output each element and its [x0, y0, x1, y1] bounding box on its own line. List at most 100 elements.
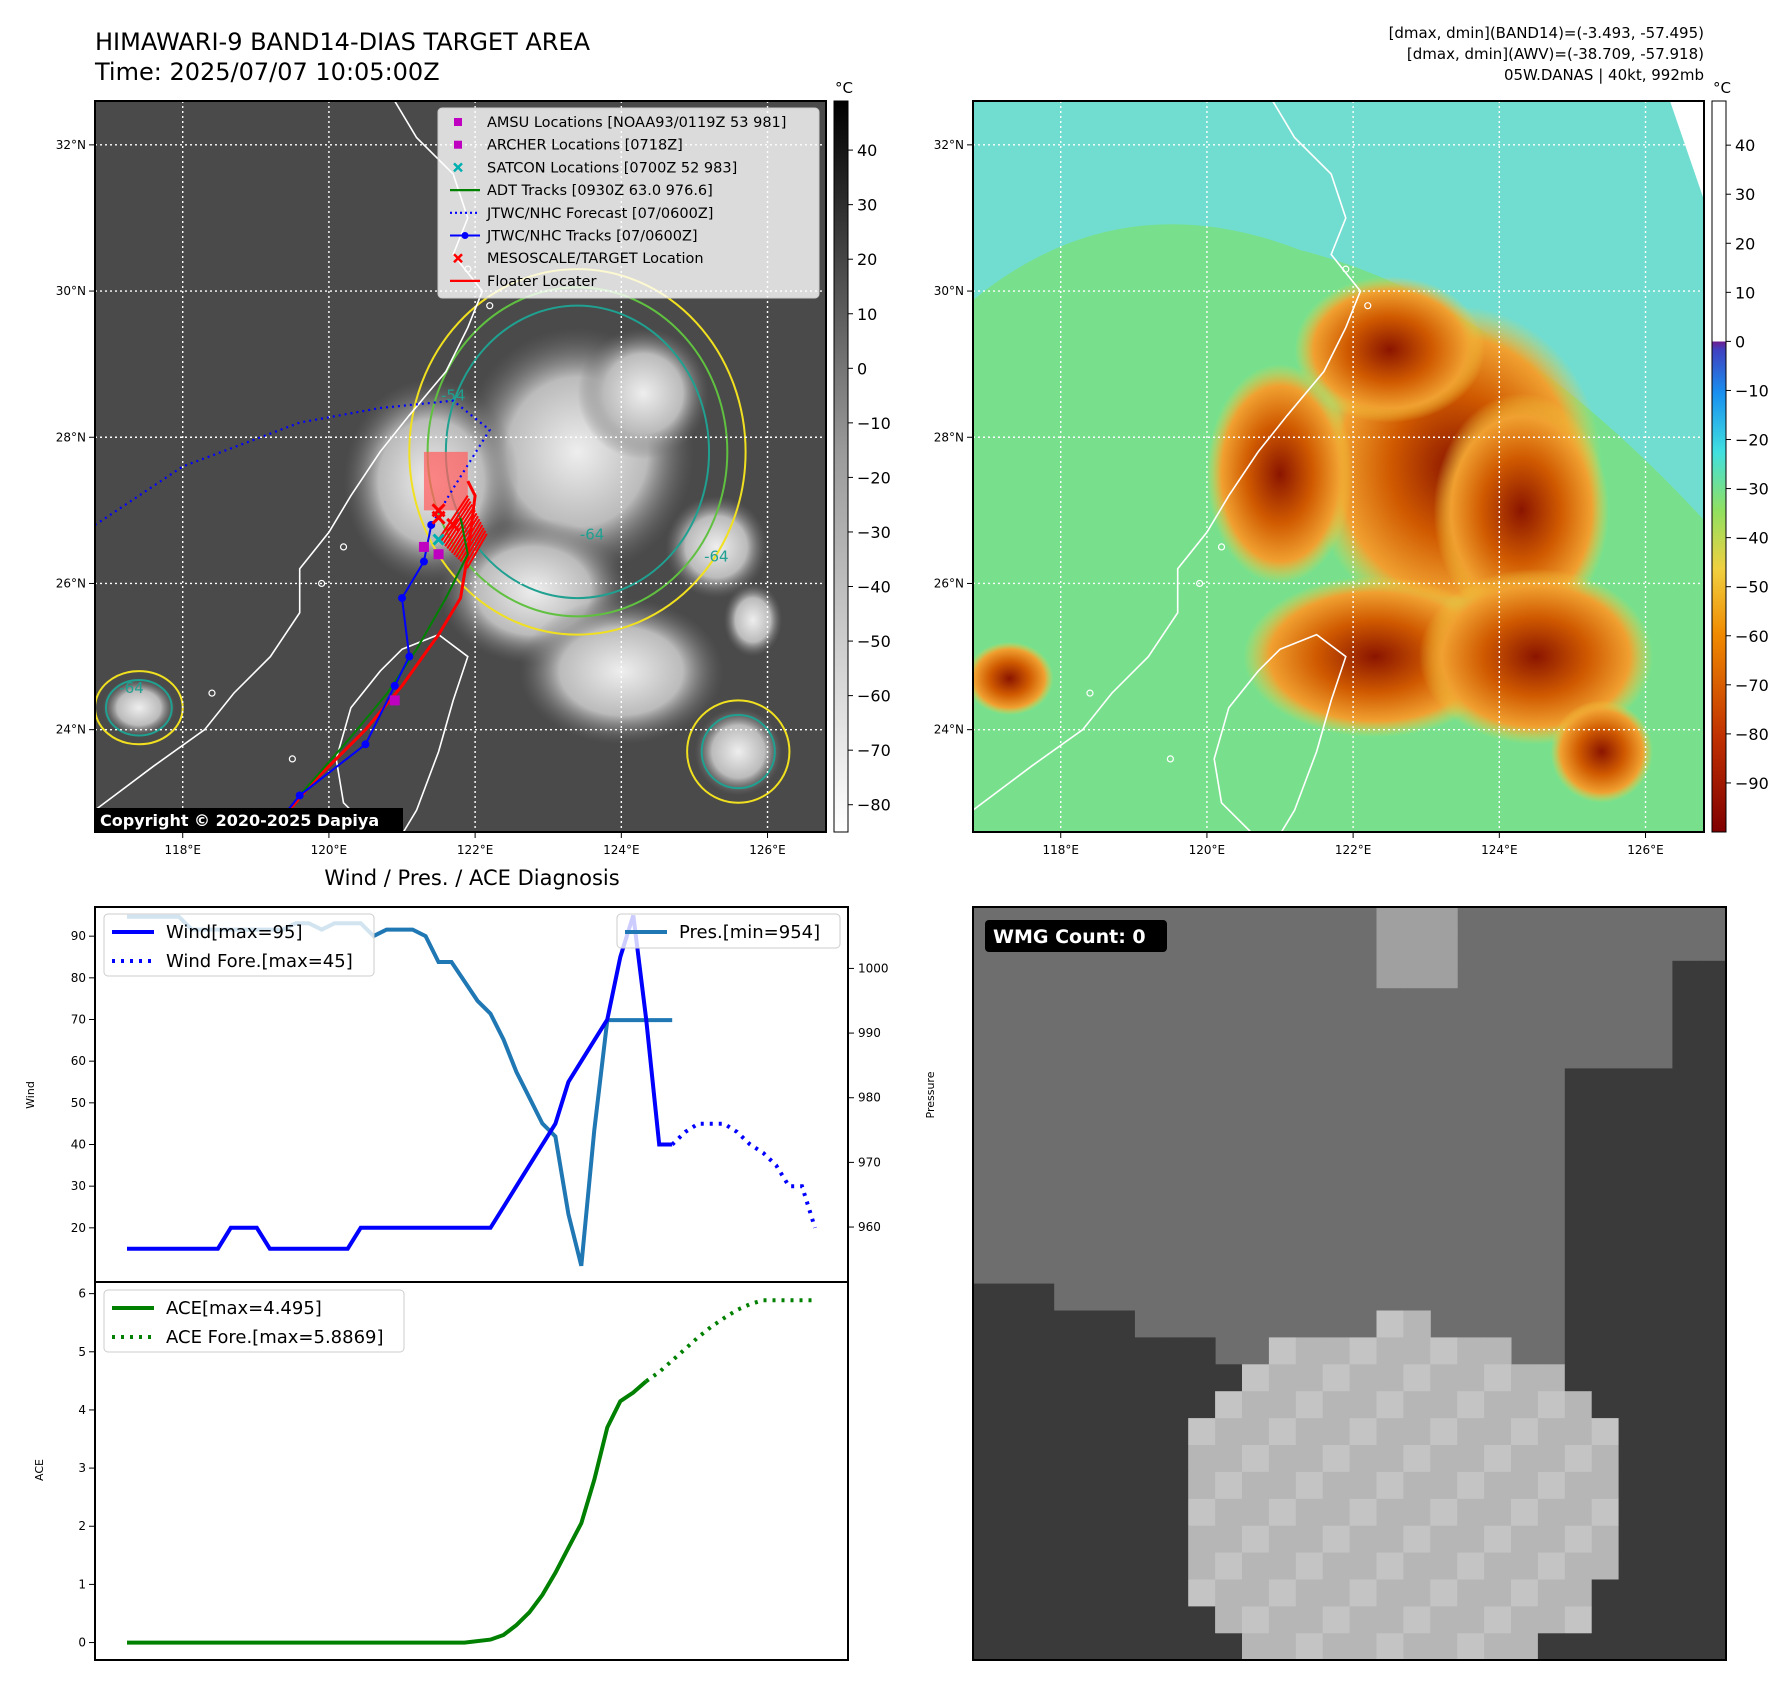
- wmg-pixel: [1511, 1418, 1539, 1446]
- wmg-pixel: [1699, 1041, 1726, 1069]
- wmg-pixel: [973, 1579, 1001, 1607]
- wmg-pixel: [1537, 1552, 1566, 1580]
- wmg-pixel: [1403, 1525, 1431, 1554]
- wmg-pixel: [1618, 1418, 1646, 1446]
- wmg-panel: WMG Count: 0: [972, 906, 1727, 1661]
- wmg-pixel: [1511, 1445, 1539, 1473]
- wmg-pixel: [1699, 1256, 1726, 1285]
- wmg-pixel: [1484, 1552, 1512, 1580]
- wv-lat-label: 30°N: [934, 284, 964, 298]
- wmg-pixel: [1699, 1095, 1726, 1123]
- wmg-pixel: [1295, 1579, 1324, 1607]
- wmg-pixel: [1457, 1418, 1485, 1446]
- floater-hatch: [455, 518, 481, 558]
- wmg-pixel: [1564, 1633, 1593, 1660]
- wmg-pixel: [1242, 1418, 1270, 1446]
- wmg-pixel: [1672, 1552, 1700, 1580]
- wv-axis-ticks: 118°E 120°E 122°E 124°E 126°E 32°N 30°N 28°N 26°…: [934, 138, 1664, 857]
- wmg-pixel: [1026, 1606, 1055, 1634]
- wind-tick-label: 30: [71, 1179, 86, 1193]
- wmg-pixel: [1268, 1633, 1297, 1660]
- wmg-badge: [985, 920, 1167, 952]
- wmg-pixel: [1645, 1606, 1673, 1634]
- wv-moisture-blob: [1206, 364, 1354, 584]
- wmg-pixel: [1430, 1337, 1458, 1365]
- wmg-pixel: [1591, 1579, 1620, 1607]
- wmg-pixel: [973, 1633, 1001, 1660]
- wmg-pixel: [1618, 1552, 1646, 1580]
- wmg-pixel: [1672, 1041, 1700, 1069]
- wmg-pixel: [1268, 1579, 1297, 1607]
- wv-coastline: [973, 101, 1372, 832]
- wind-tick-label: 40: [71, 1138, 86, 1152]
- wmg-pixel: [1564, 1364, 1593, 1392]
- wmg-pixel: [1672, 1149, 1700, 1177]
- wmg-pixel: [1618, 1391, 1646, 1419]
- wv-colorbar-label: 0: [1735, 332, 1745, 351]
- wmg-pixel: [1564, 1176, 1593, 1204]
- wmg-pixel: [1161, 1579, 1189, 1607]
- wmg-pixel: [1511, 1391, 1539, 1419]
- wmg-pixel: [1618, 1364, 1646, 1392]
- wmg-pixel: [1699, 1606, 1726, 1634]
- wmg-pixel: [1591, 1606, 1620, 1634]
- wmg-pixel: [999, 1606, 1028, 1634]
- wmg-pixel: [1645, 1418, 1673, 1446]
- wmg-pixel: [1645, 1202, 1673, 1231]
- wv-moisture-field: [973, 276, 1653, 803]
- wmg-pixel: [1699, 1633, 1726, 1660]
- jtwc-track-point: [398, 594, 407, 603]
- wmg-pixel: [1349, 1418, 1377, 1446]
- wmg-pixel: [1134, 1606, 1162, 1634]
- wmg-pixel: [1591, 1418, 1620, 1446]
- wmg-pixel: [1511, 1606, 1539, 1634]
- wmg-pixel: [1107, 1391, 1135, 1419]
- wmg-pixel: [1134, 1579, 1162, 1607]
- wmg-pixel: [1591, 1525, 1620, 1554]
- wmg-pixel: [1322, 1445, 1351, 1473]
- wmg-pixel: [1699, 1122, 1726, 1150]
- jtwc-track-point: [295, 791, 304, 800]
- ace-tick-label: 2: [78, 1519, 86, 1533]
- wmg-pixel: [1215, 1633, 1243, 1660]
- wv-map-frame: [972, 100, 1705, 833]
- ir-lon-label: 124°E: [603, 843, 640, 857]
- wmg-pixel: [1134, 1418, 1162, 1446]
- wmg-pixel: [1188, 1633, 1216, 1660]
- wmg-pixel: [1080, 1498, 1108, 1527]
- wmg-pixel: [1215, 1471, 1243, 1500]
- wmg-pixel: [1591, 1391, 1620, 1419]
- wmg-pixel: [1672, 1418, 1700, 1446]
- wv-moisture-blob: [1294, 276, 1485, 423]
- wmg-pixel: [1645, 1445, 1673, 1473]
- wind-fore-legend-label: Wind Fore.[max=45]: [166, 951, 353, 972]
- wmg-pixel: [1591, 1202, 1620, 1231]
- ir-temperature-contour: [104, 678, 173, 737]
- floater-hatch: [464, 530, 487, 567]
- ir-island: [339, 543, 348, 551]
- wmg-pixel: [1672, 1391, 1700, 1419]
- wmg-pixel: [999, 1552, 1028, 1580]
- wmg-pixel: [1403, 1337, 1431, 1365]
- wmg-pixel: [1618, 1095, 1646, 1123]
- map-legend-item: JTWC/NHC Forecast [07/0600Z]: [450, 206, 713, 222]
- wmg-pixel: [1268, 1391, 1297, 1419]
- wmg-pixel: [1053, 1337, 1082, 1365]
- ir-taiwan-coast: [335, 633, 469, 832]
- wmg-pixel: [1161, 1471, 1189, 1500]
- wmg-pixel: [1242, 1445, 1270, 1473]
- wmg-pixel: [1161, 1364, 1189, 1392]
- wmg-pixel: [1618, 1445, 1646, 1473]
- wmg-pixel: [1591, 1122, 1620, 1150]
- wmg-pixel: [1591, 1149, 1620, 1177]
- wmg-pixel: [1376, 1498, 1404, 1527]
- wmg-pixel: [1618, 1579, 1646, 1607]
- wmg-pixel: [1430, 1579, 1458, 1607]
- wmg-pixel: [1322, 1579, 1351, 1607]
- wmg-pixel: [1376, 1310, 1404, 1338]
- wv-colorbar-label: −10: [1735, 381, 1769, 400]
- wind-tick-label: 20: [71, 1221, 86, 1235]
- wind-tick-label: 60: [71, 1054, 86, 1068]
- wmg-pixel: [1618, 1256, 1646, 1285]
